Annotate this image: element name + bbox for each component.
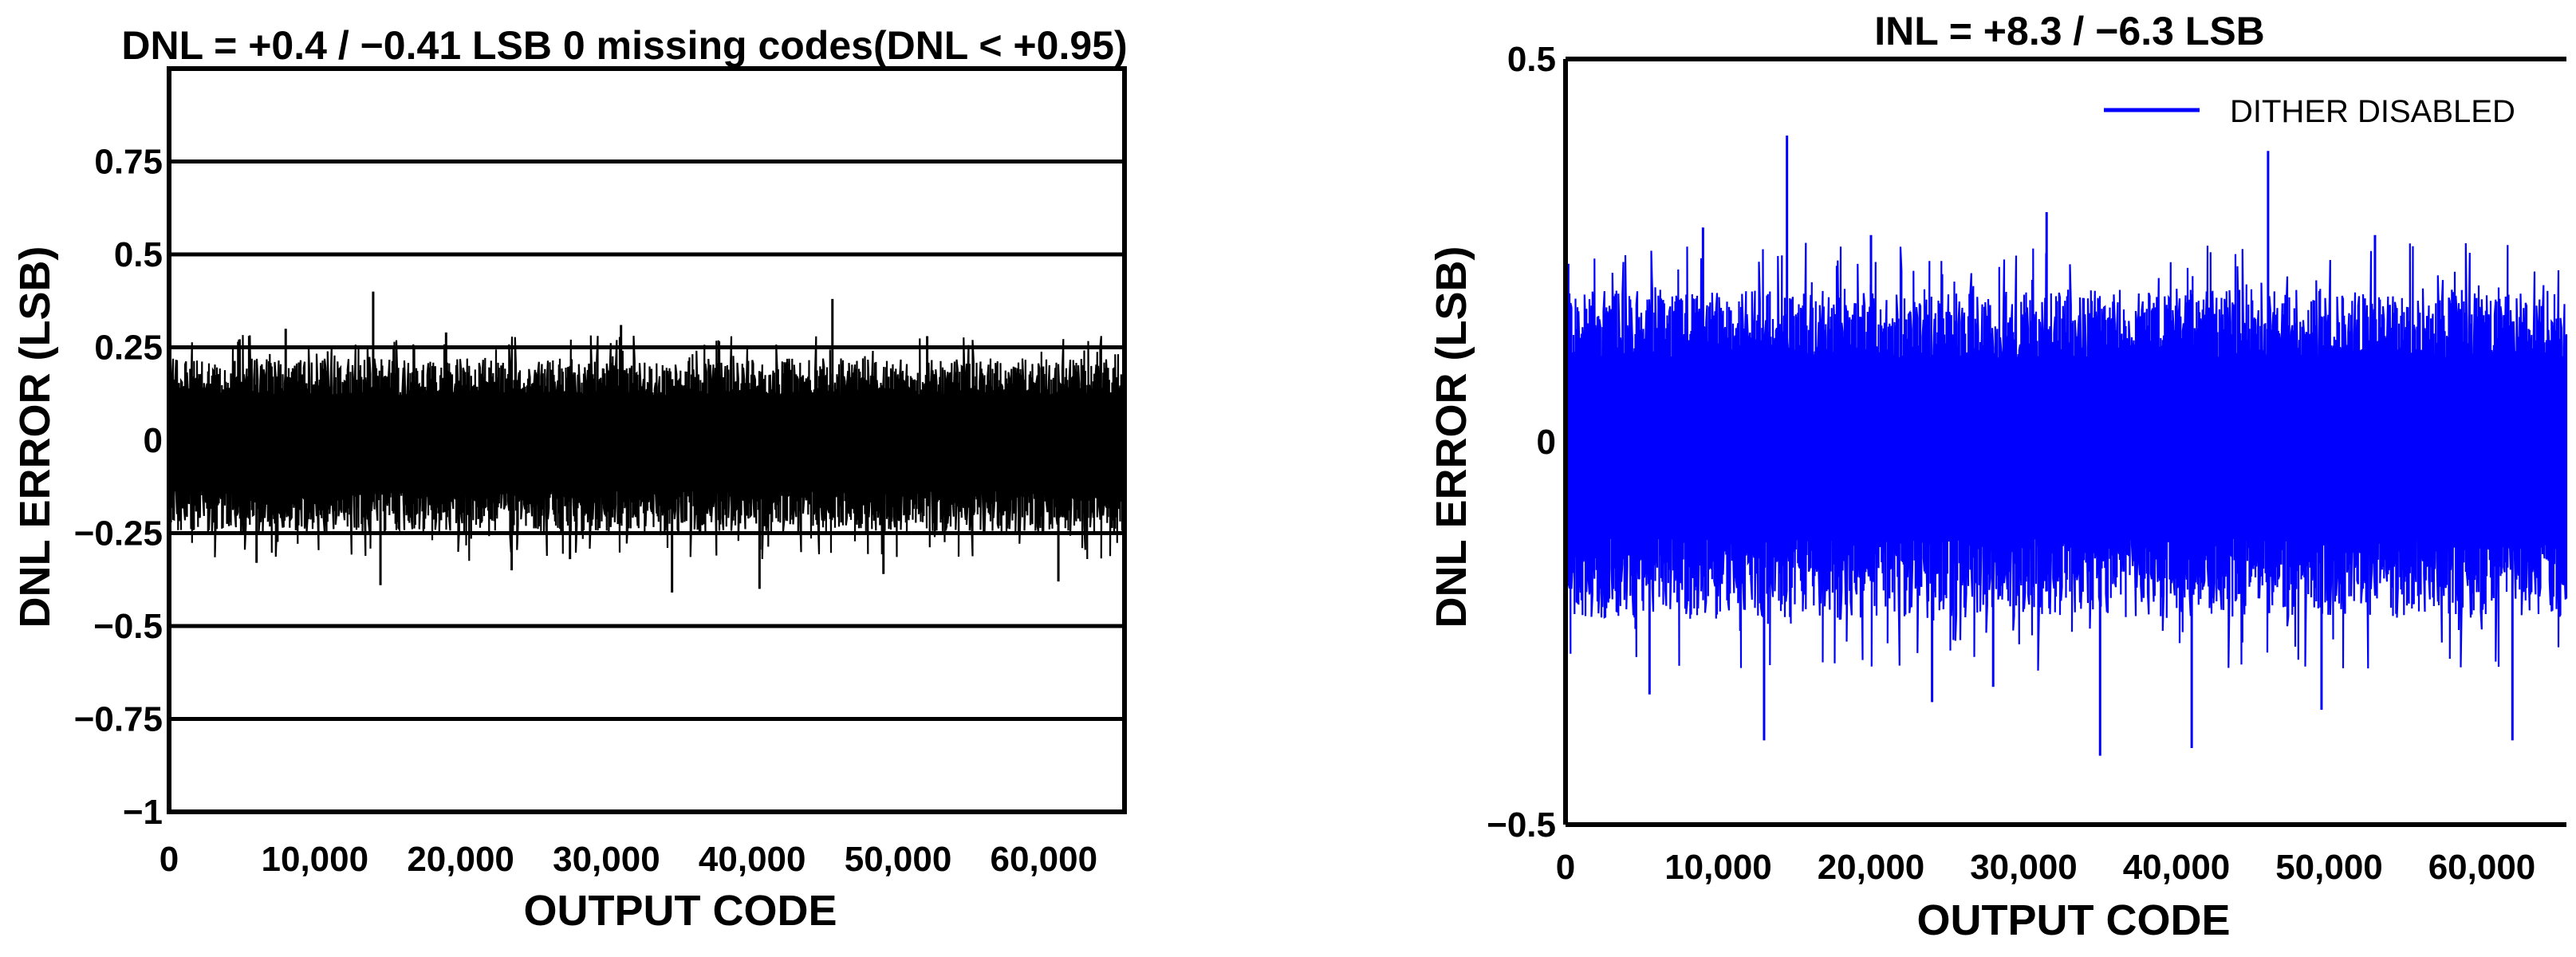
- x-tick-label: 0: [160, 840, 179, 879]
- dnl-chart-y-axis-label: DNL ERROR (LSB): [11, 246, 59, 628]
- x-tick-label: 60,000: [2428, 848, 2536, 887]
- y-tick-label: 0: [1537, 423, 1556, 462]
- y-tick-label: 0: [144, 421, 163, 460]
- y-tick-label: −0.25: [74, 514, 163, 553]
- inl-chart: INL = +8.3 / −6.3 LSB 0.50−0.5 0 10,000 20…: [1428, 9, 2568, 944]
- x-tick-label: 50,000: [2275, 848, 2383, 887]
- inl-chart-legend: DITHER DISABLED: [2104, 94, 2515, 129]
- data-trace: [167, 335, 1125, 561]
- y-tick-label: 0.5: [114, 235, 163, 274]
- dnl-chart-frame: [167, 66, 1127, 814]
- y-tick-label: −0.5: [1487, 805, 1556, 845]
- inl-chart-axes: [1563, 57, 2566, 827]
- x-tick-label: 20,000: [1818, 848, 1925, 887]
- dnl-chart-x-axis-label: OUTPUT CODE: [523, 887, 837, 935]
- y-tick-label: −1: [123, 793, 163, 832]
- inl-chart-trace: [1564, 136, 2568, 756]
- x-tick-label: 10,000: [262, 840, 369, 879]
- dnl-chart-title: DNL = +0.4 / −0.41 LSB 0 missing codes(D…: [121, 23, 1127, 68]
- x-tick-label: 50,000: [845, 840, 952, 879]
- x-tick-label: 60,000: [991, 840, 1098, 879]
- y-tick-label: −0.75: [74, 700, 163, 739]
- dnl-chart-gridlines: [169, 160, 1125, 721]
- dnl-chart-trace: [167, 291, 1125, 593]
- data-trace: [1564, 242, 2568, 671]
- y-tick-label: 0.75: [94, 143, 163, 182]
- inl-chart-y-tick-labels: 0.5 0 −0.5: [1487, 40, 1556, 845]
- dnl-chart-y-tick-labels: 0.75 0.5 0.25 0 −0.25 −0.5 −0.75 −1: [74, 143, 163, 833]
- legend-label: DITHER DISABLED: [2230, 94, 2515, 129]
- x-tick-label: 40,000: [699, 840, 806, 879]
- x-tick-label: 0: [1556, 848, 1575, 887]
- dnl-chart: DNL = +0.4 / −0.41 LSB 0 missing codes(D…: [11, 23, 1128, 935]
- inl-chart-y-axis-label: DNL ERROR (LSB): [1428, 246, 1475, 628]
- x-tick-label: 30,000: [1970, 848, 2078, 887]
- y-tick-label: −0.5: [93, 607, 163, 646]
- x-tick-label: 40,000: [2123, 848, 2231, 887]
- inl-chart-title: INL = +8.3 / −6.3 LSB: [1874, 9, 2265, 53]
- x-tick-label: 30,000: [553, 840, 660, 879]
- y-tick-label: 0.5: [1507, 40, 1556, 79]
- x-tick-label: 20,000: [407, 840, 514, 879]
- dnl-chart-x-tick-labels: 0 10,000 20,000 30,000 40,000 50,000 60,000: [160, 840, 1097, 879]
- inl-chart-x-axis-label: OUTPUT CODE: [1916, 896, 2230, 944]
- y-tick-label: 0.25: [94, 329, 163, 368]
- x-tick-label: 10,000: [1664, 848, 1772, 887]
- inl-chart-x-tick-labels: 0 10,000 20,000 30,000 40,000 50,000 60,000: [1556, 848, 2536, 887]
